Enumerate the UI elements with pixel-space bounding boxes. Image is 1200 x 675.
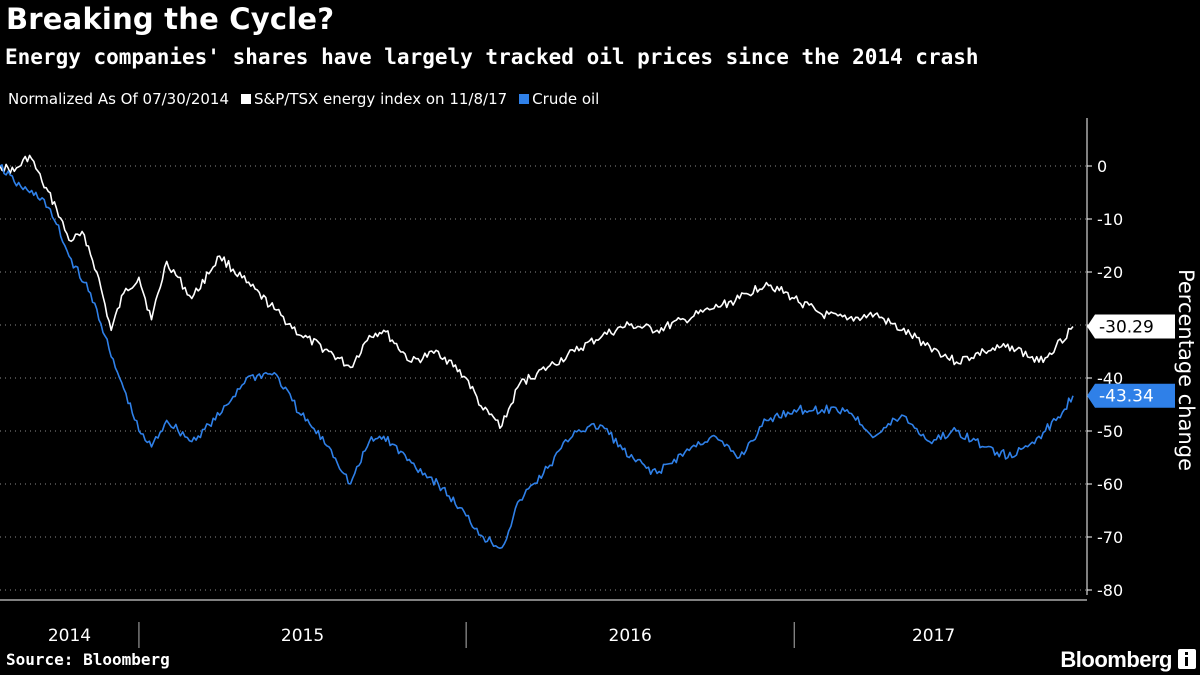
y-tick-label: 0 <box>1097 157 1107 176</box>
x-tick-label: 2017 <box>912 626 955 646</box>
gridlines <box>0 165 1087 591</box>
x-tick-label: 2015 <box>281 626 324 646</box>
end-label-value: -30.29 <box>1099 318 1154 338</box>
y-tick-label: -10 <box>1097 210 1123 229</box>
y-axis-label: Percentage change <box>1174 269 1198 471</box>
end-label-crude-oil: -43.34 <box>1087 383 1175 408</box>
y-tick-label: -40 <box>1097 369 1123 388</box>
y-tick-label: -70 <box>1097 528 1123 547</box>
y-tick-label: -50 <box>1097 422 1123 441</box>
source-note: Source: Bloomberg <box>6 650 170 669</box>
y-tick-label: -20 <box>1097 263 1123 282</box>
x-tick-label: 2014 <box>48 626 91 646</box>
terminal-icon <box>1178 649 1196 669</box>
end-label-energy-index: -30.29 <box>1087 314 1175 339</box>
x-tick-label: 2016 <box>609 626 652 646</box>
legend-swatch-crude <box>519 94 530 104</box>
series-lines <box>0 154 1074 549</box>
series-line-energy-index <box>0 154 1074 429</box>
legend-note: Normalized As Of 07/30/2014 <box>8 90 229 108</box>
legend-label-energy: S&P/TSX energy index on 11/8/17 <box>254 90 508 108</box>
series-line-crude-oil <box>0 164 1074 549</box>
chart-subtitle: Energy companies' shares have largely tr… <box>5 45 979 69</box>
legend-swatch-energy <box>241 94 251 104</box>
y-tick-label: -60 <box>1097 475 1123 494</box>
y-axis: 0-10-20-30-40-50-60-70-80 <box>1086 118 1123 600</box>
y-tick-label: -80 <box>1097 581 1123 600</box>
end-label-box <box>1087 383 1175 408</box>
x-axis: 2014 2015 2016 2017 <box>0 599 1087 648</box>
end-label-value: -43.34 <box>1099 387 1154 407</box>
chart-title: Breaking the Cycle? <box>6 2 335 36</box>
legend: Normalized As Of 07/30/2014 S&P/TSX ener… <box>8 90 599 108</box>
bloomberg-logo: Bloomberg <box>1060 647 1172 672</box>
end-value-labels: -30.29 -43.34 <box>1087 314 1175 408</box>
end-label-box <box>1087 314 1175 339</box>
legend-label-crude: Crude oil <box>532 90 600 108</box>
